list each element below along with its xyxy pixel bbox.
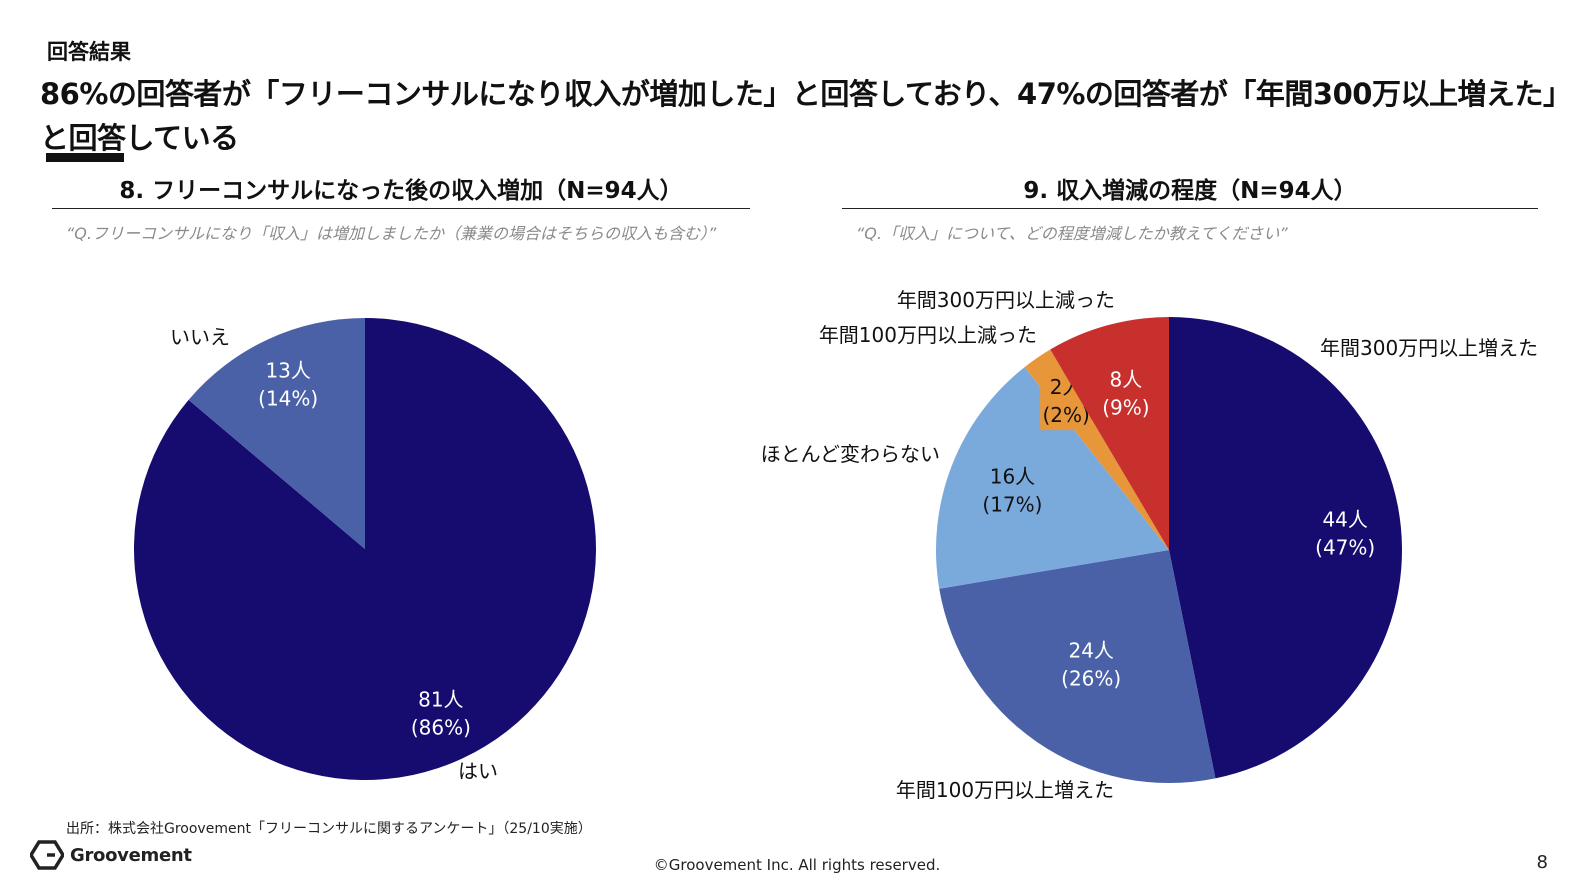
company-logo: Groovement	[30, 840, 192, 870]
chart2-percent-label-1: (26%)	[1061, 666, 1121, 690]
chart1-percent-label-1: (14%)	[258, 386, 318, 410]
chart1-title: 8. フリーコンサルになった後の収入増加（N=94人）	[52, 176, 750, 209]
chart1-value-label-0: 81人	[418, 687, 463, 711]
chart2-slice-1	[939, 550, 1216, 783]
groovement-logo-icon	[30, 840, 64, 870]
chart1-value-label-1: 13人	[265, 358, 310, 382]
chart1-slice-1	[188, 318, 365, 549]
chart1-question: “Q.フリーコンサルになり「収入」は増加しましたか（兼業の場合はそちらの収入も含…	[66, 224, 717, 243]
page-number: 8	[1536, 852, 1548, 873]
chart2-percent-label-0: (47%)	[1315, 535, 1375, 559]
chart2-category-label-2: ほとんど変わらない	[761, 442, 940, 466]
chart2-question: “Q.「収入」について、どの程度増減したか教えてください”	[856, 224, 1288, 243]
chart2-category-label-3: 年間100万円以上減った	[819, 323, 1037, 347]
logo-text: Groovement	[70, 844, 192, 866]
chart2-title: 9. 収入増減の程度（N=94人）	[842, 176, 1538, 209]
chart2-slice-0	[1169, 317, 1402, 779]
chart2-percent-label-3: (2%)	[1042, 403, 1089, 427]
chart2-percent-label-2: (17%)	[982, 493, 1042, 517]
chart1-category-label-0: はい	[458, 759, 498, 783]
chart1-percent-label-0: (86%)	[411, 715, 471, 739]
source-note: 出所：株式会社Groovement「フリーコンサルに関するアンケート」（25/1…	[66, 821, 592, 837]
chart2-value-label-4: 8人	[1110, 368, 1143, 392]
headline-accent-bar	[46, 153, 124, 162]
chart2-value-label-0: 44人	[1322, 507, 1367, 531]
chart2-category-label-4: 年間300万円以上減った	[897, 288, 1115, 312]
section-label: 回答結果	[47, 40, 131, 64]
chart2-category-label-1: 年間100万円以上増えた	[896, 778, 1114, 802]
chart2-slice-2	[935, 367, 1169, 589]
chart2-value-label-1: 24人	[1068, 638, 1113, 662]
chart2-value-label-2: 16人	[990, 465, 1035, 489]
chart2-slice-4	[1050, 317, 1169, 550]
chart2-category-label-0: 年間300万円以上増えた	[1320, 336, 1538, 360]
page-headline: 86%の回答者が「フリーコンサルになり収入が増加した」と回答しており、47%の回…	[40, 77, 1557, 155]
chart2-percent-label-4: (9%)	[1102, 396, 1149, 420]
chart1-category-label-1: いいえ	[170, 325, 230, 349]
copyright: ©Groovement Inc. All rights reserved.	[653, 856, 941, 874]
